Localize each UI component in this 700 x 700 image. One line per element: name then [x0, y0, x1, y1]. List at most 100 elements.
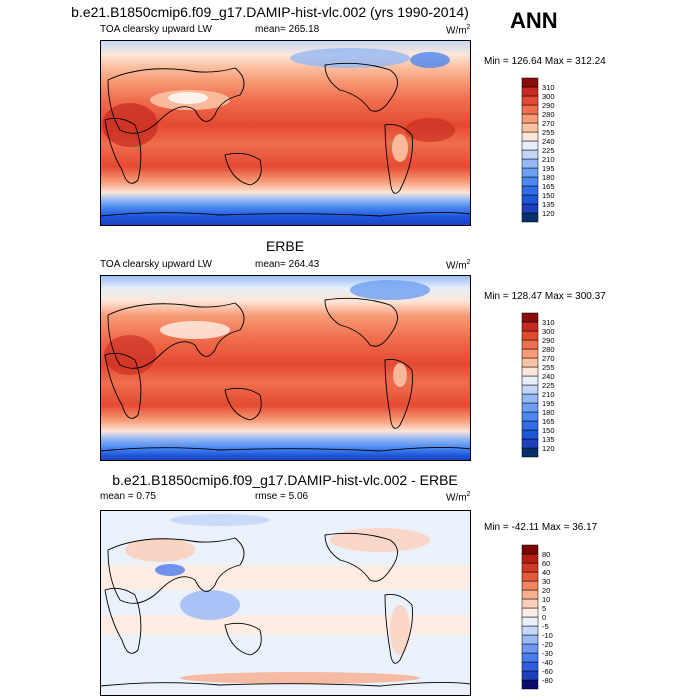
colorbar-tick-label: 165	[542, 417, 555, 426]
colorbar-tick-label: 300	[542, 327, 555, 336]
colorbar-box	[521, 185, 539, 196]
colorbar-tick-label: 240	[542, 137, 555, 146]
colorbar-tick-label: 40	[542, 568, 550, 577]
colorbar-box	[521, 643, 539, 654]
colorbar-box	[521, 411, 539, 422]
colorbar-box	[521, 122, 539, 133]
colorbar-box	[521, 330, 539, 341]
colorbar-tick-label: 180	[542, 173, 555, 182]
colorbar-box	[521, 131, 539, 142]
colorbar-tick-label: 310	[542, 318, 555, 327]
colorbar-box	[521, 571, 539, 582]
colorbar-box	[521, 652, 539, 663]
colorbar-box	[521, 589, 539, 600]
colorbar-box	[521, 607, 539, 618]
colorbar-tick-label: -40	[542, 658, 553, 667]
colorbar-tick-label: 20	[542, 586, 550, 595]
colorbar-box	[521, 203, 539, 214]
colorbar-tick-label: 195	[542, 164, 555, 173]
colorbar-box	[521, 339, 539, 350]
colorbar-tick-label: 290	[542, 336, 555, 345]
colorbar-box	[521, 616, 539, 627]
colorbar-box	[521, 634, 539, 645]
colorbar-box	[521, 321, 539, 332]
colorbar-box	[521, 429, 539, 440]
panel-3-title: b.e21.B1850cmip6.f09_g17.DAMIP-hist-vlc.…	[112, 472, 458, 488]
colorbar-box	[521, 149, 539, 160]
colorbar-tick-label: 225	[542, 146, 555, 155]
colorbar-tick-label: 10	[542, 595, 550, 604]
colorbar-tick-label: -30	[542, 649, 553, 658]
colorbar-tick-label: -5	[542, 622, 549, 631]
panel-1-mean: mean= 265.18	[255, 24, 320, 35]
colorbar-tick-label: 0	[542, 613, 546, 622]
map-3-coastlines	[99, 532, 472, 687]
colorbar-tick-label: 150	[542, 426, 555, 435]
map-2-coastlines	[99, 297, 472, 452]
colorbar-box	[521, 544, 539, 555]
panel-3-mean: mean = 0.75	[100, 491, 156, 502]
colorbar-tick-label: 240	[542, 372, 555, 381]
colorbar-box	[521, 438, 539, 449]
colorbar-tick-label: 30	[542, 577, 550, 586]
panel-1-minmax: Min = 126.64 Max = 312.24	[484, 56, 606, 67]
colorbar-tick-label: 180	[542, 408, 555, 417]
colorbar-tick-label: -20	[542, 640, 553, 649]
colorbar-box	[521, 212, 539, 223]
colorbar-box	[521, 77, 539, 88]
map-1-coastlines	[99, 62, 472, 217]
colorbar-tick-label: 5	[542, 604, 546, 613]
colorbar-box	[521, 86, 539, 97]
map-2-field	[100, 275, 471, 461]
colorbar-box	[521, 625, 539, 636]
colorbar-tick-label: 210	[542, 390, 555, 399]
panel-1-title: b.e21.B1850cmip6.f09_g17.DAMIP-hist-vlc.…	[71, 4, 469, 20]
colorbar-tick-label: 270	[542, 119, 555, 128]
colorbar-box	[521, 661, 539, 672]
colorbar-tick-label: 300	[542, 92, 555, 101]
panel-1-units: W/m2	[446, 24, 471, 37]
colorbar-tick-label: 120	[542, 444, 555, 453]
panel-3-rmse: rmse = 5.06	[255, 491, 309, 502]
colorbar-panel-2: 1201351501651801952102252402552702802903…	[521, 312, 555, 458]
colorbar-box	[521, 113, 539, 124]
map-1-anomalies	[102, 48, 455, 162]
panel-3-minmax: Min = -42.11 Max = 36.17	[484, 522, 598, 533]
colorbar-tick-label: 210	[542, 155, 555, 164]
colorbar-tick-label: 135	[542, 435, 555, 444]
colorbar-box	[521, 580, 539, 591]
colorbar-tick-label: 135	[542, 200, 555, 209]
colorbar-box	[521, 420, 539, 431]
colorbar-tick-label: 255	[542, 363, 555, 372]
colorbar-box	[521, 393, 539, 404]
panel-2-title: ERBE	[265, 238, 305, 254]
map-3-anomalies	[100, 514, 471, 684]
colorbar-box	[521, 95, 539, 106]
panel-2-variable: TOA clearsky upward LW	[100, 259, 212, 270]
colorbar-tick-label: 60	[542, 559, 550, 568]
colorbar-tick-label: 280	[542, 110, 555, 119]
colorbar-tick-label: 150	[542, 191, 555, 200]
panel-1-variable: TOA clearsky upward LW	[100, 24, 212, 35]
colorbar-tick-label: -80	[542, 676, 553, 685]
colorbar-tick-label: 195	[542, 399, 555, 408]
colorbar-box	[521, 312, 539, 323]
colorbar-tick-label: -10	[542, 631, 553, 640]
panel-2-minmax: Min = 128.47 Max = 300.37	[484, 291, 606, 302]
colorbar-box	[521, 402, 539, 413]
colorbar-tick-label: 280	[542, 345, 555, 354]
colorbar-tick-label: 290	[542, 101, 555, 110]
colorbar-tick-label: 255	[542, 128, 555, 137]
colorbar-tick-label: -60	[542, 667, 553, 676]
colorbar-box	[521, 679, 539, 690]
colorbar-tick-label: 120	[542, 209, 555, 218]
colorbar-box	[521, 167, 539, 178]
map-panel-2	[99, 275, 472, 461]
colorbar-tick-label: 225	[542, 381, 555, 390]
colorbar-box	[521, 598, 539, 609]
colorbar-box	[521, 366, 539, 377]
colorbar-tick-label: 165	[542, 182, 555, 191]
colorbar-panel-1: 1201351501651801952102252402552702802903…	[521, 77, 555, 223]
season-label: ANN	[510, 8, 558, 33]
